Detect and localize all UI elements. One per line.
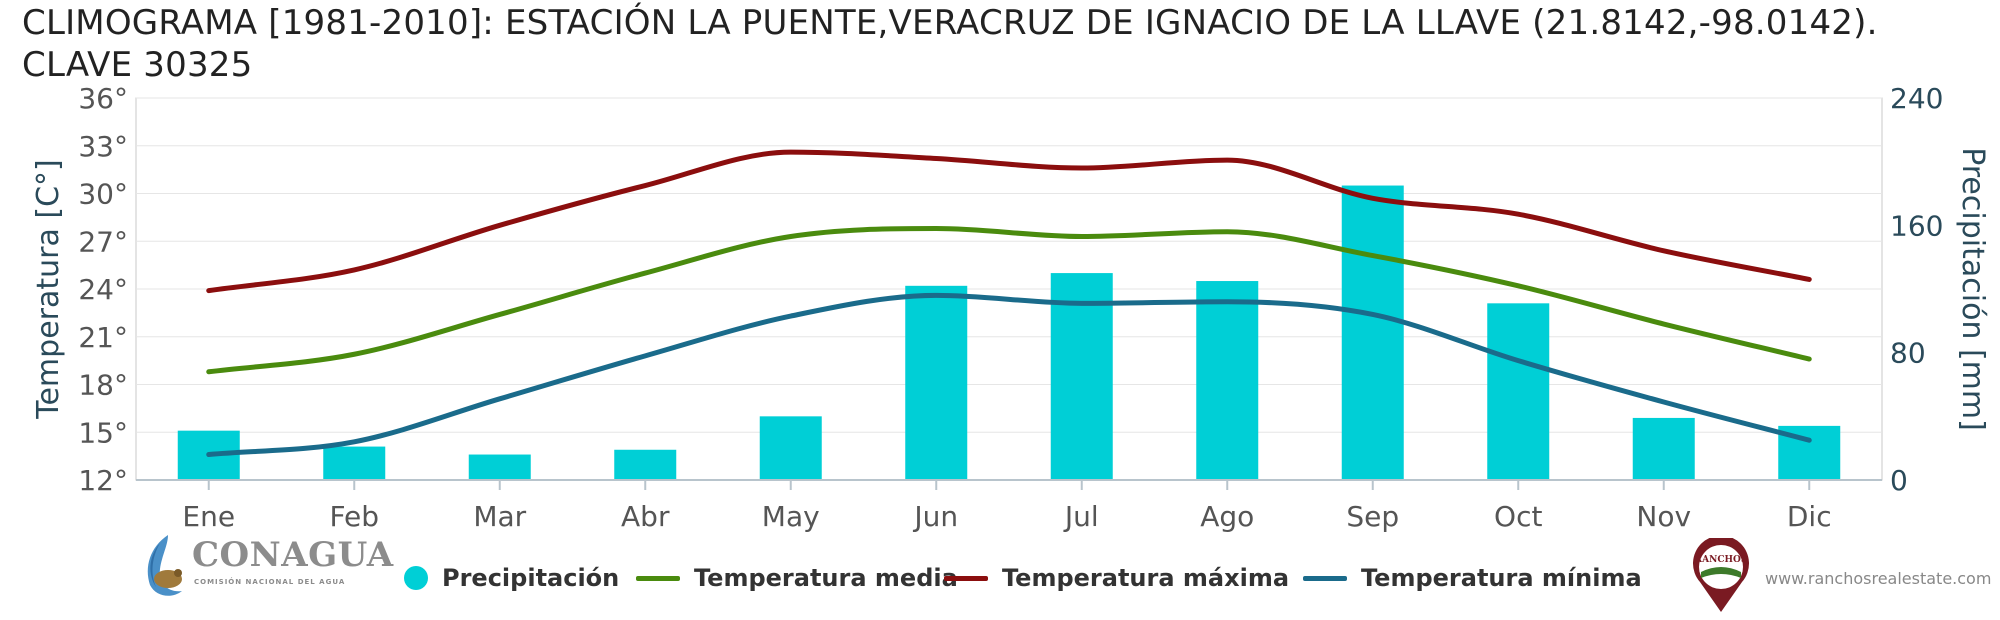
x-tick-label: Ago: [1200, 500, 1254, 533]
x-tick-label: Ene: [182, 500, 235, 533]
legend-label-temperatura-minima: Temperatura mínima: [1361, 564, 1642, 592]
y-left-tick-label: 24°: [78, 273, 128, 306]
y-left-tick-label: 21°: [78, 321, 128, 354]
y-left-tick-label: 15°: [78, 416, 128, 449]
precip-bar: [1196, 281, 1259, 480]
legend-item-precipitacion[interactable]: Precipitación: [404, 560, 619, 596]
legend-label-precipitacion: Precipitación: [442, 564, 620, 592]
x-tick-label: Dic: [1787, 500, 1832, 533]
temperatura-maxima-legend-marker: [944, 575, 988, 581]
precip-bar: [1487, 303, 1550, 480]
legend-item-temperatura-minima[interactable]: Temperatura mínima: [1303, 560, 1642, 596]
precip-bar: [468, 454, 531, 480]
ranchos-pin-icon: RANCHOS: [1693, 535, 1749, 612]
ranchos-logo: RANCHOS: [1690, 535, 1752, 614]
x-tick-label: Jul: [1063, 500, 1099, 533]
x-tick-label: Jun: [912, 500, 958, 533]
temperatura-minima-legend-marker: [1303, 575, 1347, 581]
x-tick-label: Abr: [621, 500, 670, 533]
ranchos-url: www.ranchosrealestate.com: [1765, 569, 1992, 588]
temperatura-maxima-line: [206, 149, 1812, 294]
precip-bar: [1632, 417, 1695, 480]
conagua-emblem-icon: [147, 535, 182, 596]
precip-bar: [614, 449, 677, 480]
y-right-axis-title: Precipitación [mm]: [1955, 147, 1990, 431]
x-tick-label: Oct: [1494, 500, 1542, 533]
x-tick-label: Mar: [473, 500, 526, 533]
precipitacion-legend-marker: [404, 566, 428, 590]
precip-bar: [905, 285, 968, 480]
y-left-tick-label: 33°: [78, 130, 128, 163]
y-left-tick-label: 18°: [78, 369, 128, 402]
y-left-tick-label: 12°: [78, 464, 128, 497]
precip-bar: [1341, 185, 1404, 480]
legend-item-temperatura-maxima[interactable]: Temperatura máxima: [944, 560, 1289, 596]
precip-bar: [759, 416, 822, 480]
x-tick-label: May: [762, 500, 820, 533]
y-left-axis-title: Temperatura [C°]: [31, 159, 66, 420]
precip-bar: [1050, 273, 1113, 480]
y-left-tick-label: 36°: [78, 82, 128, 115]
conagua-subtitle: COMISIÓN NACIONAL DEL AGUA: [194, 578, 346, 586]
conagua-logo: CONAGUA COMISIÓN NACIONAL DEL AGUA: [138, 533, 393, 601]
y-right-tick-label: 240: [1890, 82, 1943, 115]
legend-item-temperatura-media[interactable]: Temperatura media: [636, 560, 958, 596]
x-tick-label: Feb: [329, 500, 379, 533]
x-tick-label: Sep: [1346, 500, 1399, 533]
legend-label-temperatura-media: Temperatura media: [694, 564, 958, 592]
y-right-tick-label: 80: [1890, 337, 1926, 370]
temperatura-minima-line: [206, 292, 1812, 458]
y-right-tick-label: 0: [1890, 464, 1908, 497]
conagua-wordmark: CONAGUA: [192, 535, 394, 575]
y-left-tick-label: 30°: [78, 178, 128, 211]
y-right-tick-label: 160: [1890, 209, 1943, 242]
x-tick-label: Nov: [1636, 500, 1691, 533]
temperatura-media-line: [206, 226, 1812, 375]
temperatura-media-legend-marker: [636, 575, 680, 581]
legend-label-temperatura-maxima: Temperatura máxima: [1002, 564, 1290, 592]
ranchos-logo-text: RANCHOS: [1695, 555, 1748, 565]
chart-title: CLIMOGRAMA [1981-2010]: ESTACIÓN LA PUEN…: [22, 3, 1878, 85]
precip-bar: [323, 446, 386, 480]
y-left-tick-label: 27°: [78, 225, 128, 258]
